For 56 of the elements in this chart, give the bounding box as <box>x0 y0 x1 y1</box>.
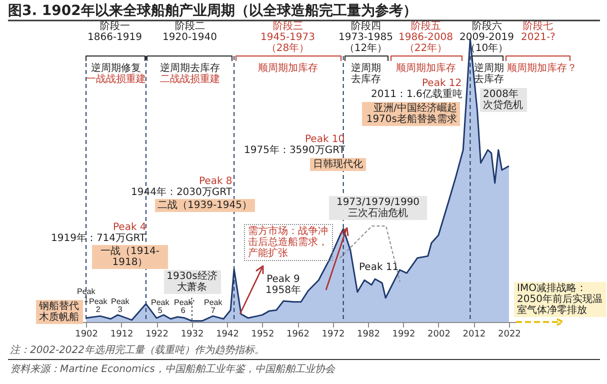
annotation: Peak 8 <box>199 176 232 187</box>
text: IMO减排战略：2050年前后实现温室气体净零排放 <box>514 282 606 317</box>
annotation: 顺周期加库存 <box>396 63 456 74</box>
annotation: 需方市场：战争冲击后总造船需求，产能扩张 <box>244 224 333 261</box>
annotation: 逆周期修复 <box>91 63 141 74</box>
annotation: 一战战损重建 <box>86 74 146 85</box>
x-tick-label: 1922 <box>146 330 168 340</box>
annotation: 阶段四 1973-1985 （12年） <box>338 21 394 54</box>
annotation: 1930s经济大萧条 <box>164 270 220 294</box>
x-tick-label: 1912 <box>110 330 134 340</box>
annotation: 2011：1.6亿载重吨 <box>371 89 462 100</box>
annotation: 1975年：3590万GRT <box>244 145 345 156</box>
annotation: Peak 2 <box>89 297 108 314</box>
x-tick-label: 2012 <box>462 330 486 340</box>
x-tick-label: 1952 <box>251 330 274 340</box>
annotation: Peak 11 <box>359 262 399 273</box>
x-tick-label: 1942 <box>216 330 239 340</box>
text: 阶段七 2021-? <box>521 21 556 43</box>
annotation: 阶段六 2009-2019 （10年） <box>460 21 514 54</box>
annotation: 二战战损重建 <box>160 74 220 85</box>
annotation: Peak 4 <box>113 222 146 233</box>
text: 钢船替代木质帆船 <box>36 300 83 324</box>
x-tick-label: 1932 <box>180 330 204 340</box>
annotation: 顺周期加库存？ <box>507 63 577 74</box>
annotation: Peak 12 <box>422 78 462 89</box>
x-tick-label: 1972 <box>322 330 345 340</box>
annotation: 1944年：2030万GRT <box>131 187 232 198</box>
annotation: 顺周期加库存 <box>258 63 318 74</box>
annotation: 阶段三 1945-1973 （28年） <box>260 21 316 54</box>
annotation: 阶段二 1920-1940 <box>162 21 218 43</box>
x-tick-label: 1962 <box>286 330 310 340</box>
text: 注：2002-2022年选用完工量（载重吨）作为趋势指标。 <box>10 345 265 356</box>
text: 资料来源：Martine Economics，中国船舶工业年鉴，中国船舶工业协会 <box>10 364 335 375</box>
annotation: Peak 9 1958年 <box>266 274 301 296</box>
annotation: 亚洲/中国经济崛起1970s老船替换需求 <box>362 102 460 126</box>
annotation: 逆周期去库存 <box>160 63 220 74</box>
annotation: 阶段一 1866-1919 <box>88 21 142 43</box>
annotation: 日韩现代化 <box>310 158 366 171</box>
x-tick-label: 1992 <box>392 330 416 340</box>
annotation: Peak 10 <box>305 134 345 145</box>
annotation: Peak 3 <box>111 297 130 314</box>
annotation: Peak 5 <box>151 298 170 315</box>
annotation: 1973/1979/1990三次石油危机 <box>329 196 427 220</box>
annotation: 阶段五 1986-2008 （22年） <box>398 21 454 54</box>
x-tick-label: 1982 <box>357 330 380 340</box>
x-tick-label: 1902 <box>75 330 98 340</box>
annotation: 一战（1914-1918） <box>92 245 168 269</box>
annotation: 二战（1939-1945） <box>154 199 256 212</box>
x-tick-label: 2002 <box>428 330 450 340</box>
annotation: 1919年：714万GRT <box>51 233 146 244</box>
x-tick-label: 2022 <box>498 330 521 340</box>
annotation: Peak 7 <box>204 298 222 315</box>
annotation: Peak 6 <box>174 298 192 315</box>
annotation: 2008年次贷危机 <box>480 88 527 112</box>
chart-title: 图3. 1902年以来全球船舶产业周期（以全球造船完工量为参考） <box>8 2 417 20</box>
annotation: 逆周期去库存 <box>350 63 382 85</box>
